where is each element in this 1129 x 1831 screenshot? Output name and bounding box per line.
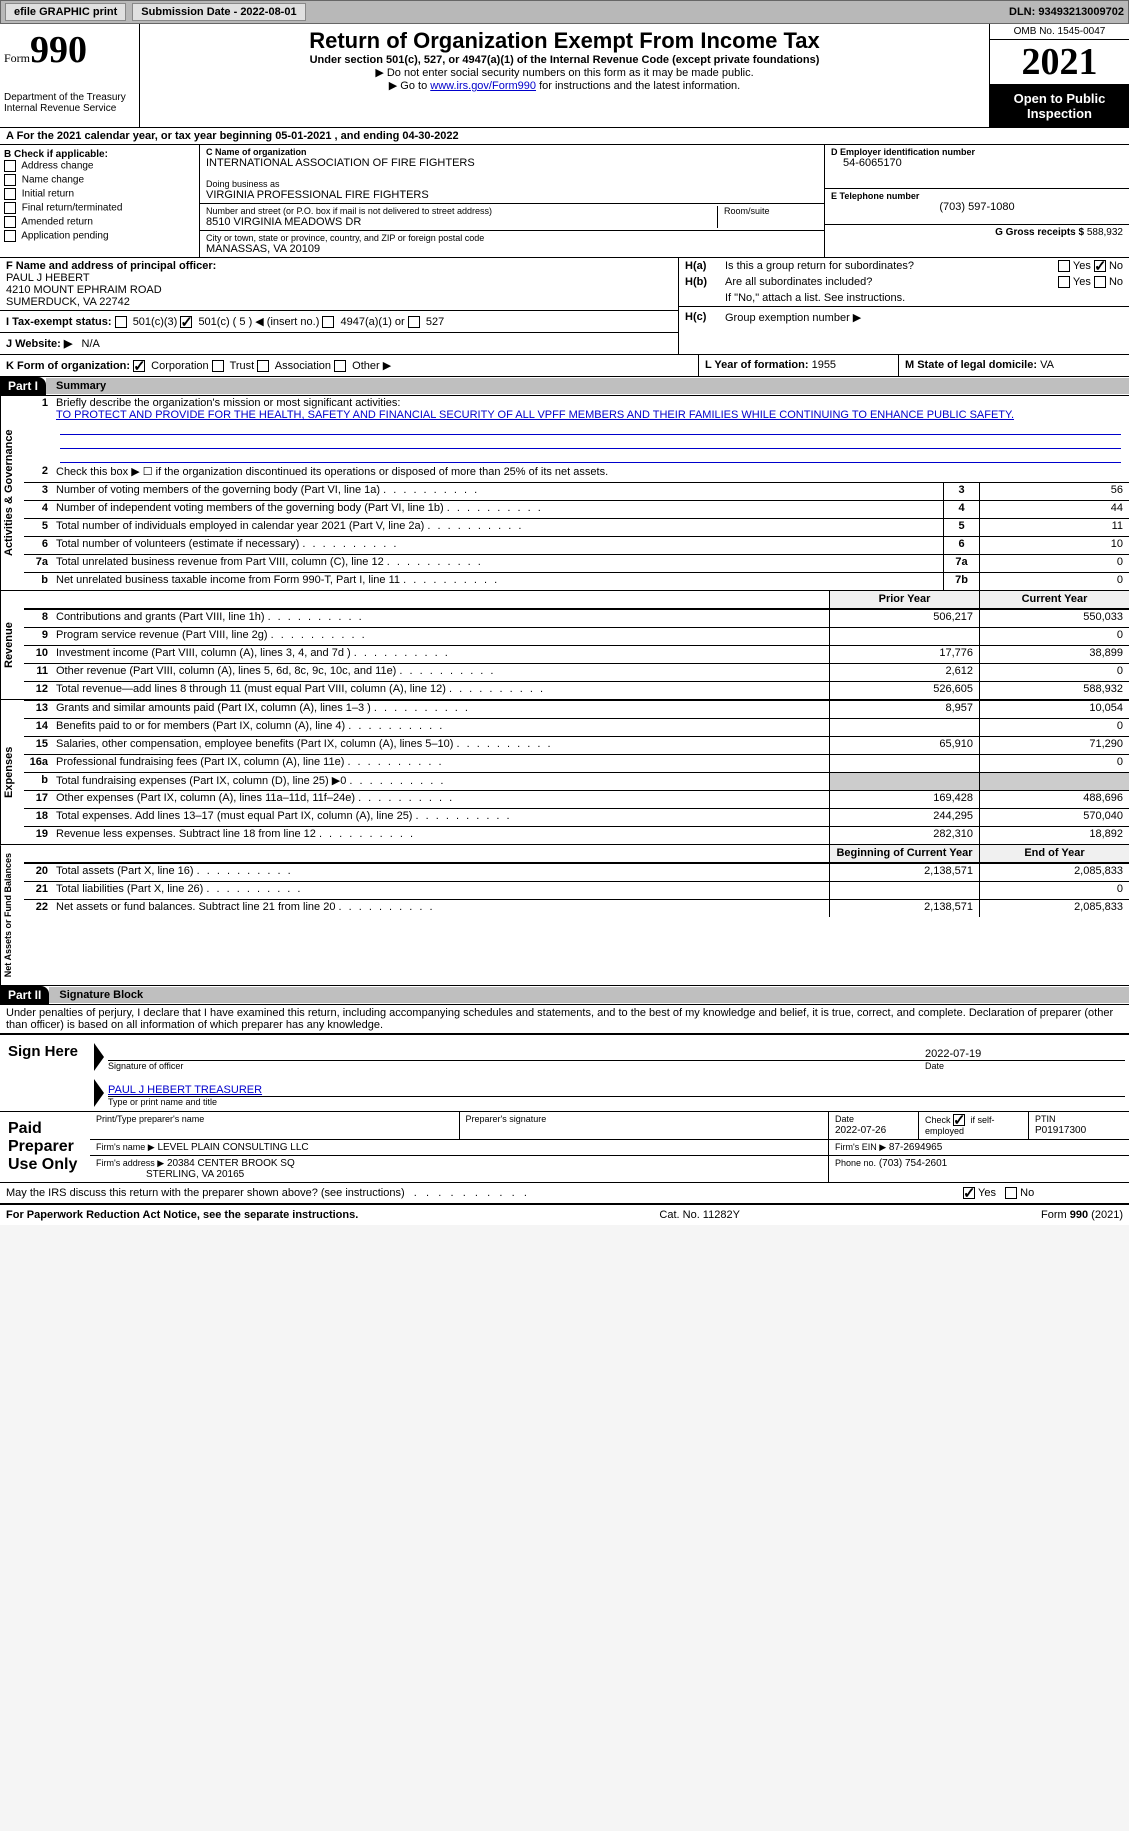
line-13-current: 10,054 [979,701,1129,718]
line-8-prior: 506,217 [829,610,979,627]
part2-header: Part II [0,986,49,1004]
gross-receipts: 588,932 [1087,227,1123,238]
sig-arrow-icon [94,1043,104,1071]
checkbox-initial-return[interactable]: Initial return [4,188,195,200]
line-15-prior: 65,910 [829,737,979,754]
checkbox-address-change[interactable]: Address change [4,160,195,172]
omb-number: OMB No. 1545-0047 [990,24,1129,40]
checkbox-final-return-terminated[interactable]: Final return/terminated [4,202,195,214]
telephone: (703) 597-1080 [831,201,1123,213]
line-21-prior [829,882,979,899]
form-header: Form990 Department of the TreasuryIntern… [0,24,1129,128]
firm-city: STERLING, VA 20165 [146,1169,244,1180]
sig-arrow-icon [94,1079,104,1107]
cat-no: Cat. No. 11282Y [659,1209,740,1221]
website: N/A [82,338,100,350]
perjury-declaration: Under penalties of perjury, I declare th… [0,1005,1129,1033]
note-ssn: ▶ Do not enter social security numbers o… [150,66,979,79]
firm-ein: 87-2694965 [889,1142,942,1153]
line-9-current: 0 [979,628,1129,645]
line-b-value: 0 [979,573,1129,590]
line-17-prior: 169,428 [829,791,979,808]
line-11-prior: 2,612 [829,664,979,681]
form-number: 990 [30,29,87,71]
line-19-prior: 282,310 [829,827,979,844]
line-19-current: 18,892 [979,827,1129,844]
checkbox-application-pending[interactable]: Application pending [4,230,195,242]
line-13-prior: 8,957 [829,701,979,718]
vlabel-netassets: Net Assets or Fund Balances [0,845,24,985]
line-20-prior: 2,138,571 [829,864,979,881]
topbar: efile GRAPHIC print Submission Date - 20… [0,0,1129,24]
ptin: P01917300 [1035,1125,1086,1136]
line-5-value: 11 [979,519,1129,536]
efile-print-button[interactable]: efile GRAPHIC print [5,3,126,21]
org-name: INTERNATIONAL ASSOCIATION OF FIRE FIGHTE… [206,157,818,169]
form-subtitle: Under section 501(c), 527, or 4947(a)(1)… [150,54,979,66]
checkbox-name-change[interactable]: Name change [4,174,195,186]
line-22-current: 2,085,833 [979,900,1129,917]
sig-date: 2022-07-19 [925,1048,1125,1060]
dba-name: VIRGINIA PROFESSIONAL FIRE FIGHTERS [206,189,818,201]
line-b-current [979,773,1129,790]
irs-link[interactable]: www.irs.gov/Form990 [430,80,536,92]
sign-here-label: Sign Here [0,1035,90,1111]
officer-name-title: PAUL J HEBERT TREASURER [108,1084,1125,1096]
officer-addr1: 4210 MOUNT EPHRAIM ROAD [6,284,672,296]
part1-header: Part I [0,377,46,395]
officer-addr2: SUMERDUCK, VA 22742 [6,296,672,308]
prep-date: 2022-07-26 [835,1125,886,1136]
officer-name: PAUL J HEBERT [6,272,672,284]
city-state-zip: MANASSAS, VA 20109 [206,243,818,255]
dept-text: Department of the TreasuryInternal Reven… [4,92,135,114]
line-b-prior [829,773,979,790]
line-16a-current: 0 [979,755,1129,772]
line-15-current: 71,290 [979,737,1129,754]
paid-preparer-label: Paid Preparer Use Only [0,1112,90,1182]
form-word: Form [4,51,30,65]
vlabel-revenue: Revenue [0,591,24,699]
state-domicile: VA [1040,359,1054,371]
tax-year: 2021 [990,40,1129,85]
line-18-current: 570,040 [979,809,1129,826]
line-6-value: 10 [979,537,1129,554]
vlabel-activities: Activities & Governance [0,396,24,590]
line-4-value: 44 [979,501,1129,518]
form-footer: Form 990 (2021) [1041,1209,1123,1221]
section-a: A For the 2021 calendar year, or tax yea… [0,128,1129,145]
line-10-prior: 17,776 [829,646,979,663]
line-17-current: 488,696 [979,791,1129,808]
line-12-prior: 526,605 [829,682,979,699]
line-20-current: 2,085,833 [979,864,1129,881]
open-public-badge: Open to Public Inspection [990,85,1129,127]
line-22-prior: 2,138,571 [829,900,979,917]
note-goto: ▶ Go to www.irs.gov/Form990 for instruct… [150,79,979,92]
line-14-current: 0 [979,719,1129,736]
line-16a-prior [829,755,979,772]
line-10-current: 38,899 [979,646,1129,663]
submission-date-button[interactable]: Submission Date - 2022-08-01 [132,3,305,21]
firm-name: LEVEL PLAIN CONSULTING LLC [157,1142,308,1153]
vlabel-expenses: Expenses [0,700,24,844]
year-formation: 1955 [812,359,836,371]
dln-text: DLN: 93493213009702 [1009,6,1124,18]
form-title: Return of Organization Exempt From Incom… [150,28,979,54]
ein: 54-6065170 [831,157,1123,169]
firm-addr: 20384 CENTER BROOK SQ [167,1158,295,1169]
line-14-prior [829,719,979,736]
line-9-prior [829,628,979,645]
paperwork-notice: For Paperwork Reduction Act Notice, see … [6,1209,358,1221]
line-8-current: 550,033 [979,610,1129,627]
firm-phone: (703) 754-2601 [879,1158,947,1169]
line-12-current: 588,932 [979,682,1129,699]
line-21-current: 0 [979,882,1129,899]
line-18-prior: 244,295 [829,809,979,826]
checkbox-amended-return[interactable]: Amended return [4,216,195,228]
street-address: 8510 VIRGINIA MEADOWS DR [206,216,717,228]
mission-text: TO PROTECT AND PROVIDE FOR THE HEALTH, S… [56,409,1014,421]
line-3-value: 56 [979,483,1129,500]
line-11-current: 0 [979,664,1129,681]
section-b: B Check if applicable: Address change Na… [0,145,200,257]
line-7a-value: 0 [979,555,1129,572]
